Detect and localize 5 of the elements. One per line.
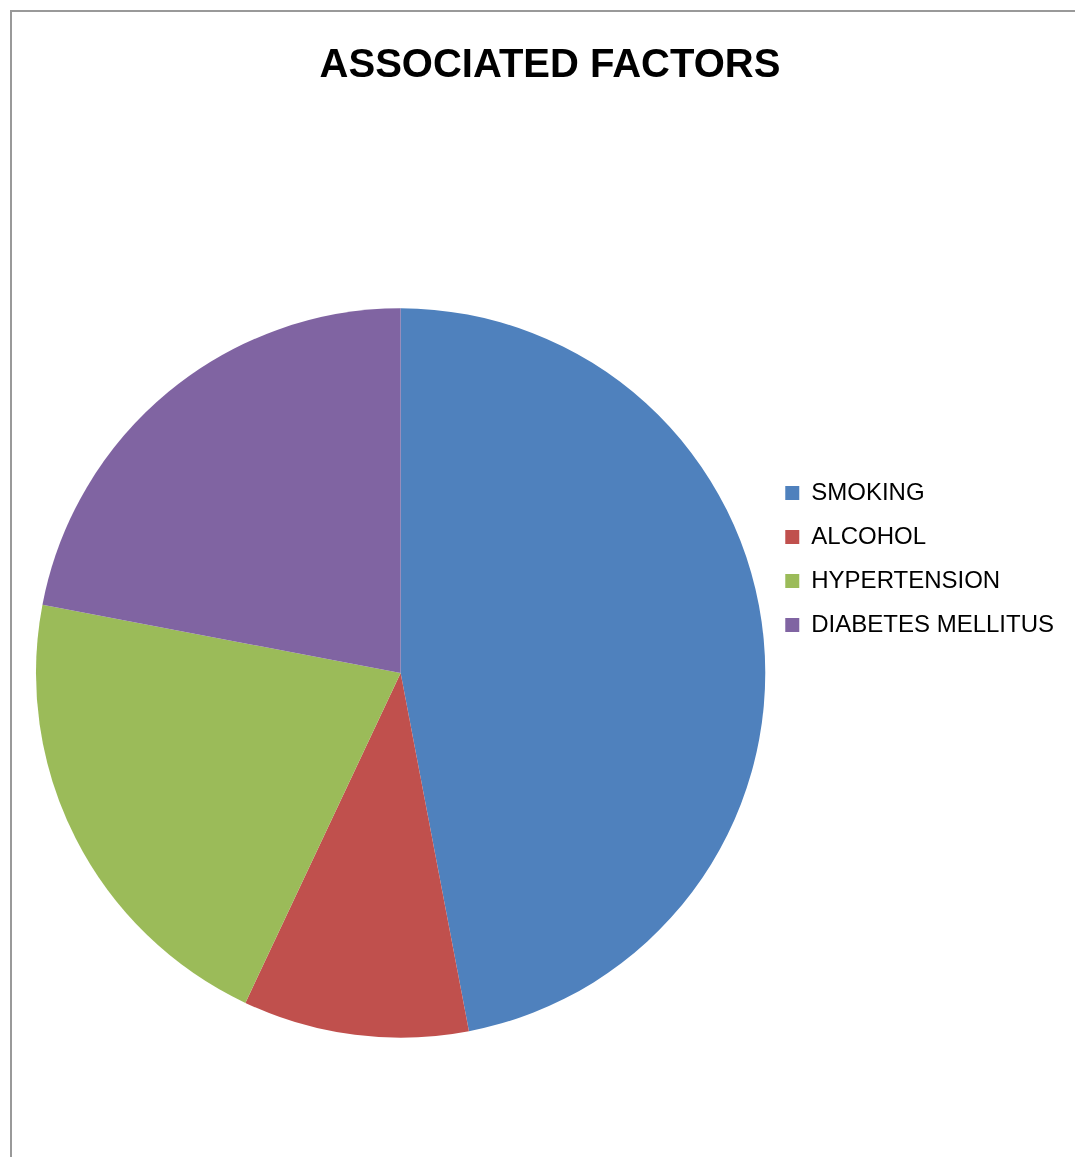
legend-label: SMOKING [811,477,925,505]
chart-title: ASSOCIATED FACTORS [319,41,781,86]
legend-label: ALCOHOL [811,521,926,549]
legend-label: HYPERTENSION [811,565,1001,593]
legend-label: DIABETES MELLITUS [811,609,1054,637]
